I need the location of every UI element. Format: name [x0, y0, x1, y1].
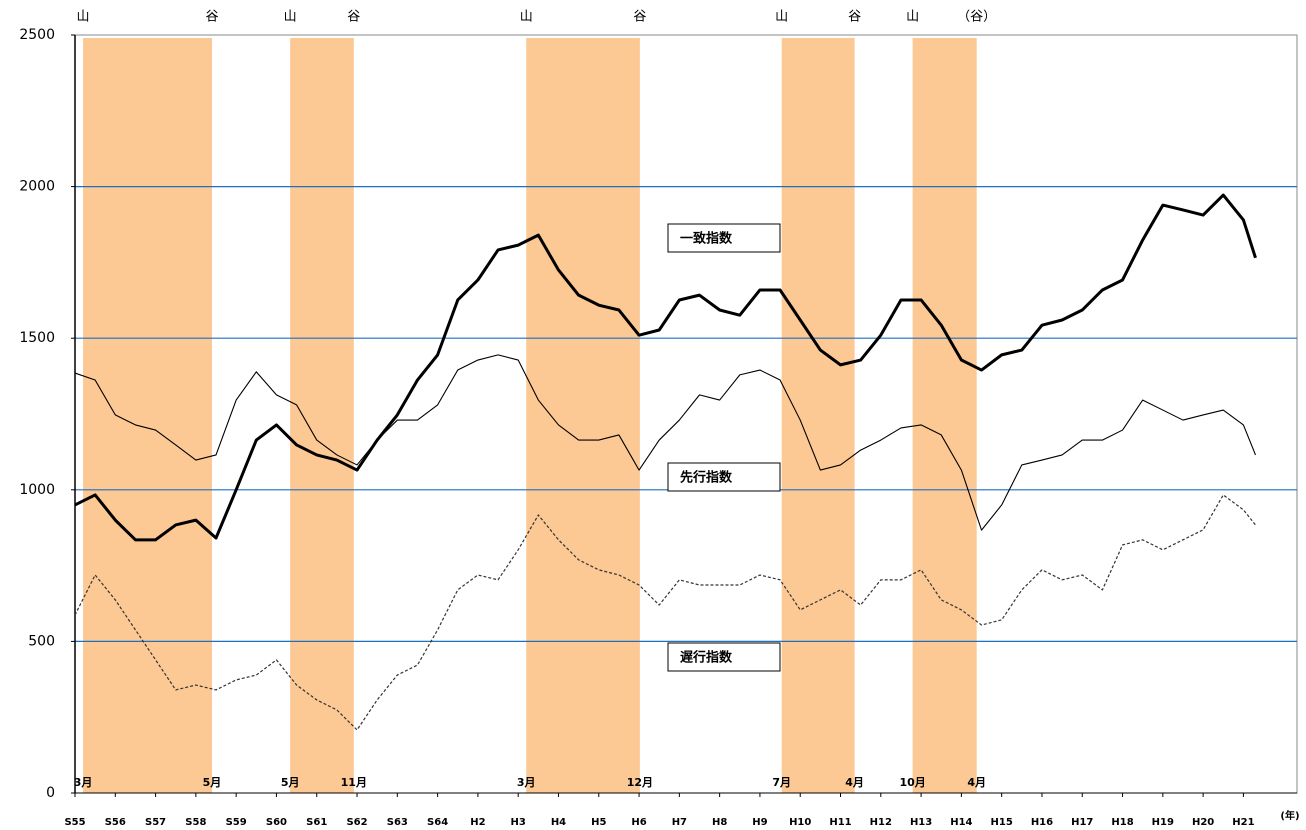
x-tick-label: S60 [266, 817, 287, 828]
x-tick-label: S58 [185, 817, 206, 828]
trough-label: 谷 [205, 10, 218, 25]
recession-band [526, 38, 640, 793]
end-month-label: 4月 [967, 776, 986, 789]
peak-label: 山 [906, 10, 919, 25]
y-tick-label: 1500 [19, 330, 55, 346]
end-month-label: 11月 [341, 776, 367, 789]
x-tick-label: S64 [427, 817, 448, 828]
x-tick-label: S61 [306, 817, 327, 828]
trough-label: （谷） [957, 10, 996, 25]
x-tick-label: S57 [145, 817, 166, 828]
x-tick-label: H21 [1232, 817, 1254, 828]
start-month-label: 3月 [517, 776, 536, 789]
peak-label: 山 [284, 10, 297, 25]
x-tick-label: H4 [551, 817, 566, 828]
series-line [74, 193, 1257, 542]
series-line [74, 354, 1257, 531]
x-tick-label: H2 [470, 817, 485, 828]
trough-label: 谷 [347, 10, 360, 25]
x-tick-label: H19 [1152, 817, 1174, 828]
series-label-box [667, 642, 781, 672]
x-tick-label: H8 [712, 817, 727, 828]
recession-band [290, 38, 354, 793]
x-tick-label: H18 [1111, 817, 1133, 828]
y-tick-label: 1000 [19, 482, 55, 498]
x-tick-label: H3 [511, 817, 526, 828]
recession-band [781, 38, 855, 793]
trough-label: 谷 [848, 10, 861, 25]
y-tick-label: 2500 [19, 27, 55, 43]
y-tick-label: 0 [46, 785, 55, 801]
x-tick-label: H10 [789, 817, 811, 828]
x-tick-label: H17 [1071, 817, 1093, 828]
plot-frame [74, 34, 1298, 794]
x-tick-label: S56 [105, 817, 126, 828]
end-month-label: 5月 [203, 776, 222, 789]
x-tick-label: H14 [950, 817, 972, 828]
peak-label: 山 [775, 10, 788, 25]
recession-band [83, 38, 212, 793]
x-tick-label: H12 [870, 817, 892, 828]
x-unit: (年) [1280, 809, 1299, 822]
x-tick-label: H13 [910, 817, 932, 828]
series-label: 遅行指数 [680, 650, 733, 666]
recession-band [912, 38, 977, 793]
series-label: 一致指数 [680, 231, 733, 247]
end-month-label: 4月 [845, 776, 864, 789]
x-tick-label: S63 [387, 817, 408, 828]
series-label-box [667, 223, 781, 253]
x-tick-label: H16 [1031, 817, 1053, 828]
y-tick-label: 2000 [19, 179, 55, 195]
x-tick-label: H15 [991, 817, 1013, 828]
x-tick-label: H20 [1192, 817, 1214, 828]
trough-label: 谷 [633, 10, 646, 25]
series-line [74, 494, 1256, 731]
x-tick-label: H11 [829, 817, 851, 828]
y-tick-label: 500 [28, 633, 55, 649]
start-month-label: 3月 [74, 776, 93, 789]
x-tick-label: S59 [226, 817, 247, 828]
x-tick-label: S55 [64, 817, 85, 828]
series-label-box [667, 462, 781, 492]
series-label: 先行指数 [680, 470, 733, 486]
start-month-label: 10月 [899, 776, 925, 789]
x-tick-label: H5 [591, 817, 606, 828]
end-month-label: 12月 [627, 776, 653, 789]
peak-label: 山 [77, 10, 90, 25]
x-tick-label: H6 [631, 817, 646, 828]
x-tick-label: S62 [346, 817, 367, 828]
x-tick-label: H7 [672, 817, 687, 828]
x-tick-label: H9 [752, 817, 767, 828]
peak-label: 山 [520, 10, 533, 25]
start-month-label: 7月 [772, 776, 791, 789]
start-month-label: 5月 [281, 776, 300, 789]
